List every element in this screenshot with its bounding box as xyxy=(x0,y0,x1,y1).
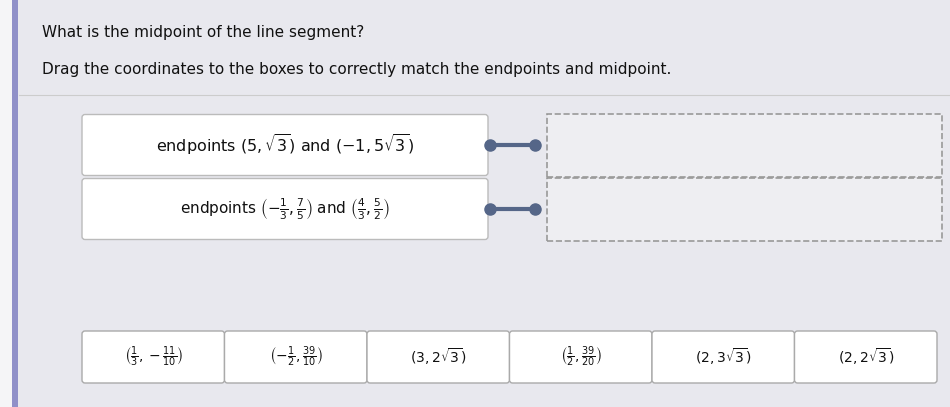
FancyBboxPatch shape xyxy=(794,331,937,383)
Text: endpoints $(5, \sqrt{3})$ and $(-1, 5\sqrt{3})$: endpoints $(5, \sqrt{3})$ and $(-1, 5\sq… xyxy=(156,133,414,158)
FancyBboxPatch shape xyxy=(547,177,942,241)
Text: $\left(-\frac{1}{2}, \frac{39}{10}\right)$: $\left(-\frac{1}{2}, \frac{39}{10}\right… xyxy=(269,345,323,369)
FancyBboxPatch shape xyxy=(367,331,509,383)
Text: $(2, 2\sqrt{3})$: $(2, 2\sqrt{3})$ xyxy=(838,347,894,368)
FancyBboxPatch shape xyxy=(224,331,367,383)
Text: What is the midpoint of the line segment?: What is the midpoint of the line segment… xyxy=(42,24,364,39)
Text: $\left(\frac{1}{2}, \frac{39}{20}\right)$: $\left(\frac{1}{2}, \frac{39}{20}\right)… xyxy=(560,345,602,369)
Text: $(2, 3\sqrt{3})$: $(2, 3\sqrt{3})$ xyxy=(695,347,751,368)
FancyBboxPatch shape xyxy=(509,331,652,383)
FancyBboxPatch shape xyxy=(547,114,942,177)
FancyBboxPatch shape xyxy=(18,0,950,407)
FancyBboxPatch shape xyxy=(82,114,488,175)
Text: $(3, 2\sqrt{3})$: $(3, 2\sqrt{3})$ xyxy=(410,347,466,368)
Text: $\left(\frac{1}{3}, -\frac{11}{10}\right)$: $\left(\frac{1}{3}, -\frac{11}{10}\right… xyxy=(124,345,183,369)
FancyBboxPatch shape xyxy=(82,179,488,239)
Text: Drag the coordinates to the boxes to correctly match the endpoints and midpoint.: Drag the coordinates to the boxes to cor… xyxy=(42,61,672,77)
FancyBboxPatch shape xyxy=(652,331,794,383)
FancyBboxPatch shape xyxy=(82,331,224,383)
Text: endpoints $\left(-\frac{1}{3}, \frac{7}{5}\right)$ and $\left(\frac{4}{3}, \frac: endpoints $\left(-\frac{1}{3}, \frac{7}{… xyxy=(180,196,390,222)
Bar xyxy=(12,0,18,407)
